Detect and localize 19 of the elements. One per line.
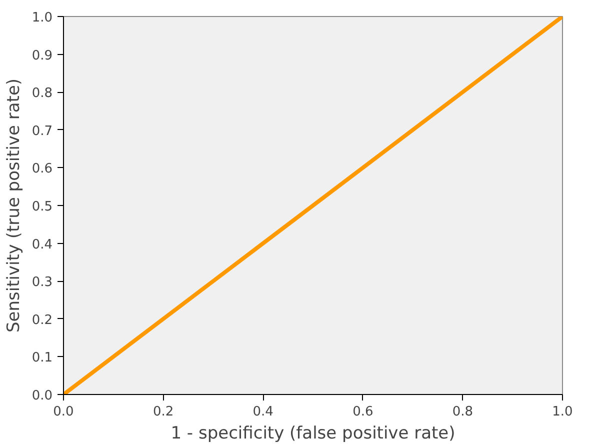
y-tick-label: 0.4	[32, 237, 53, 252]
y-axis-title: Sensitivity (true positive rate)	[4, 78, 24, 333]
y-tick-label: 1.0	[32, 10, 53, 26]
x-tick-label: 0.4	[252, 404, 274, 420]
x-tick-label: 0.8	[452, 404, 474, 420]
y-tick-label: 0.9	[32, 48, 53, 64]
y-tick-label: 0.2	[32, 312, 53, 328]
y-tick-label: 0.3	[32, 275, 53, 290]
y-tick-label: 0.5	[32, 200, 53, 214]
x-axis-title: 1 - specificity (false positive rate)	[170, 424, 456, 444]
y-tick-label: 0.6	[32, 162, 53, 177]
y-tick-label: 0.1	[32, 350, 53, 366]
x-tick-label: 1.0	[552, 404, 573, 420]
y-tick-label: 0.0	[32, 388, 53, 404]
y-tick-label: 0.7	[32, 124, 53, 139]
x-tick-label: 0.6	[352, 404, 374, 420]
y-tick-label: 0.8	[32, 86, 53, 102]
x-tick-label: 0.2	[152, 404, 174, 420]
x-tick-label: 0.0	[53, 404, 74, 420]
